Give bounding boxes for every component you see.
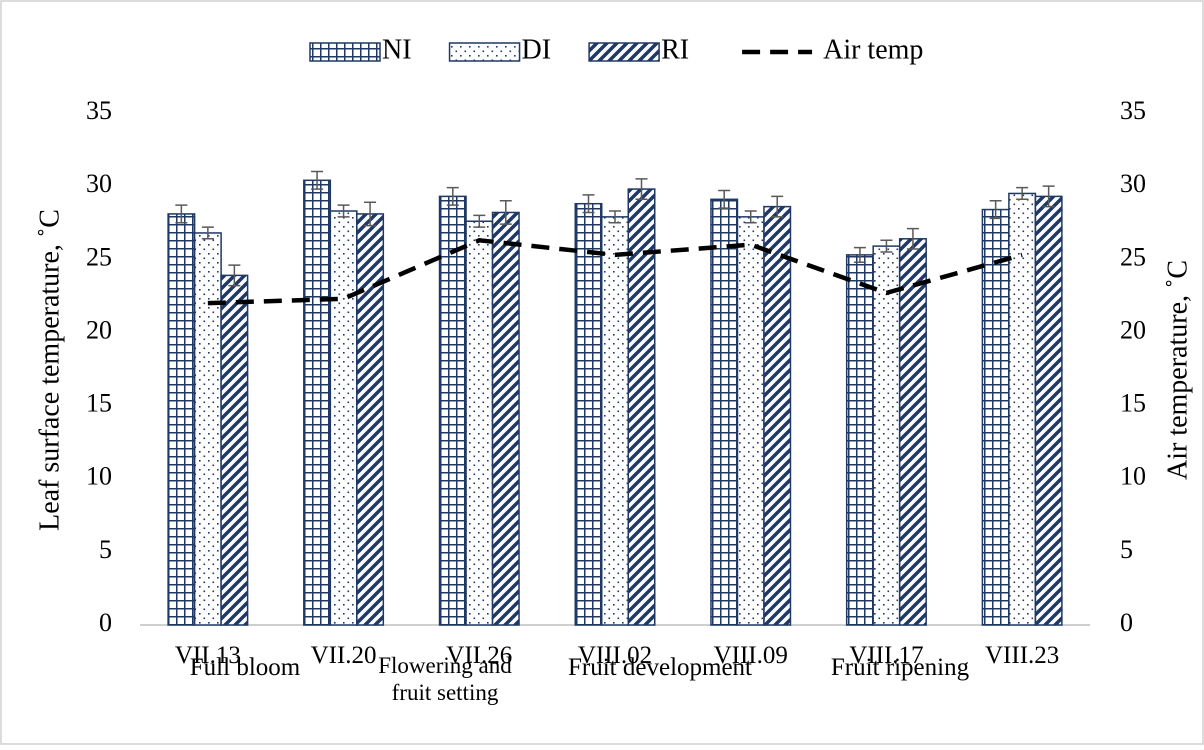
legend-item: RI: [588, 34, 689, 65]
legend-item: NI: [309, 34, 412, 65]
bar: [1008, 192, 1037, 626]
bar: [220, 274, 249, 626]
error-bar: [175, 204, 188, 224]
bar: [167, 213, 196, 626]
error-bar: [337, 204, 350, 218]
x-tick-label: VII.13: [175, 642, 241, 669]
y2-tick-label: 15: [1120, 389, 1146, 418]
bar: [710, 198, 739, 626]
error-bar: [718, 189, 731, 209]
bar: [763, 205, 792, 626]
bar: [303, 179, 332, 626]
y2-tick-label: 25: [1120, 242, 1146, 271]
bar: [845, 254, 874, 626]
y-tick-label: 20: [86, 315, 112, 344]
error-bar: [499, 200, 512, 225]
legend-swatch: [448, 42, 521, 62]
stage-label: Full bloom: [190, 654, 301, 681]
error-bar: [906, 227, 919, 250]
error-bar: [364, 201, 377, 227]
error-bar: [635, 178, 648, 201]
bar: [465, 220, 494, 626]
error-bar: [1042, 185, 1055, 208]
bar: [981, 208, 1010, 626]
error-bar: [853, 246, 866, 263]
error-bar: [771, 195, 784, 218]
error-bar: [609, 210, 621, 224]
error-bar: [880, 239, 893, 253]
bar: [898, 238, 927, 626]
error-bar: [201, 226, 214, 240]
legend-item: Air temp: [742, 34, 923, 65]
y2-tick-label: 20: [1120, 315, 1146, 344]
stage-label: fruit setting: [392, 680, 499, 705]
error-bar: [1016, 186, 1029, 201]
y-axis-title: Leaf surface temperature, ˚C: [34, 209, 65, 531]
legend-label: NI: [382, 34, 412, 65]
legend-swatch: [309, 42, 381, 62]
y2-axis-title: Air temperature, ˚C: [1162, 260, 1193, 480]
y2-tick-label: 35: [1120, 96, 1146, 125]
y-tick-label: 10: [86, 462, 112, 491]
bar: [1034, 195, 1063, 626]
y-tick-label: 5: [99, 535, 112, 564]
error-bar: [446, 186, 459, 206]
x-tick-label: VIII.17: [849, 642, 923, 669]
legend-label: Air temp: [823, 34, 923, 65]
x-tick-label: VIII.09: [714, 642, 788, 669]
bar: [872, 245, 901, 626]
stage-label: Fruit ripening: [831, 654, 970, 681]
legend-label: RI: [661, 34, 689, 65]
error-bar: [473, 214, 486, 228]
bar: [601, 216, 629, 626]
y2-tick-label: 0: [1120, 608, 1133, 637]
y2-tick-label: 30: [1120, 169, 1146, 198]
y2-tick-label: 5: [1120, 535, 1133, 564]
legend-swatch: [588, 42, 660, 62]
bar: [356, 213, 385, 626]
bar: [736, 216, 765, 626]
error-bar: [744, 210, 757, 224]
error-bar: [228, 264, 241, 287]
bar: [574, 202, 603, 626]
error-bar: [582, 194, 595, 214]
error-bar: [989, 200, 1002, 220]
x-tick-label: VII.20: [311, 642, 377, 669]
bar: [438, 195, 467, 626]
stage-label: Fruit development: [568, 654, 752, 681]
y-tick-label: 0: [99, 608, 112, 637]
error-bar: [311, 170, 324, 190]
x-tick-label: VIII.23: [985, 642, 1059, 669]
stage-label: Flowering and: [378, 653, 512, 678]
line: [207, 237, 1023, 306]
bar: [491, 211, 520, 626]
y-tick-label: 15: [86, 389, 112, 418]
y-tick-label: 30: [86, 169, 112, 198]
bar: [329, 210, 358, 626]
bar: [193, 232, 222, 626]
legend-label: DI: [522, 34, 552, 65]
y-tick-label: 35: [86, 96, 112, 125]
bar: [627, 188, 656, 626]
y-tick-label: 25: [86, 242, 112, 271]
y2-tick-label: 10: [1120, 462, 1146, 491]
x-tick-label: VIII.02: [578, 642, 652, 669]
x-tick-label: VII.26: [446, 642, 512, 669]
legend-item: DI: [448, 34, 552, 65]
